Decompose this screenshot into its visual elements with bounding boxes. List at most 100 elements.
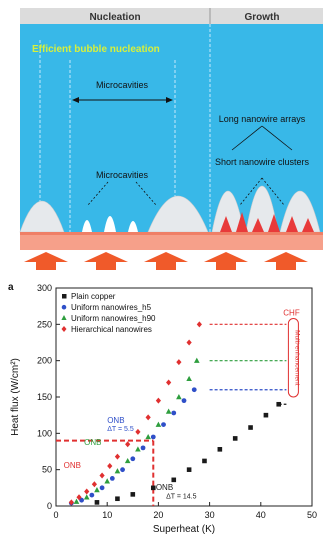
short-nanowire-clusters bbox=[220, 212, 314, 232]
data-point-uniform-h5 bbox=[120, 467, 125, 473]
data-point-hierarchical bbox=[196, 321, 202, 328]
data-point-uniform-h90 bbox=[104, 478, 110, 484]
y-tick-label: 250 bbox=[37, 319, 52, 329]
y-tick-label: 300 bbox=[37, 283, 52, 293]
x-tick-label: 10 bbox=[102, 510, 112, 520]
y-tick-label: 0 bbox=[47, 501, 52, 511]
data-point-hierarchical bbox=[91, 481, 97, 488]
label-microcavities-low: Microcavities bbox=[96, 170, 149, 180]
legend-label: Plain copper bbox=[71, 292, 116, 301]
data-point-plain-copper bbox=[217, 447, 223, 452]
data-point-hierarchical bbox=[68, 499, 74, 506]
x-axis-label: Superheat (K) bbox=[153, 524, 215, 535]
data-point-uniform-h90 bbox=[94, 487, 100, 493]
data-point-plain-copper bbox=[186, 467, 192, 472]
data-point-hierarchical bbox=[84, 488, 90, 495]
annotation-delta-black: ΔT = 14.5 bbox=[166, 494, 197, 501]
data-point-hierarchical bbox=[107, 463, 113, 470]
data-point-uniform-h5 bbox=[171, 410, 177, 416]
data-point-uniform-h90 bbox=[155, 421, 162, 427]
data-point-plain-copper bbox=[202, 458, 207, 464]
multi-enhancement-bracket bbox=[287, 318, 299, 398]
data-point-uniform-h90 bbox=[145, 433, 151, 440]
data-point-plain-copper bbox=[171, 477, 177, 483]
annotation-chf: CHF bbox=[283, 309, 300, 318]
legend-marker bbox=[61, 315, 67, 320]
heat-input-arrows bbox=[24, 252, 308, 270]
annotation-onb-black: ONB bbox=[156, 483, 173, 492]
data-point-uniform-h90 bbox=[194, 357, 200, 363]
label-long-nanowire-arrays: Long nanowire arrays bbox=[219, 114, 306, 124]
microcavity-bubbles bbox=[82, 216, 138, 232]
x-tick-label: 30 bbox=[205, 510, 215, 520]
legend-marker bbox=[61, 304, 67, 310]
y-tick-label: 150 bbox=[37, 392, 52, 402]
data-point-hierarchical bbox=[125, 441, 131, 448]
header-nucleation: Nucleation bbox=[89, 12, 140, 23]
data-point-uniform-h5 bbox=[99, 485, 105, 491]
x-tick-label: 40 bbox=[256, 510, 266, 520]
subtitle-efficient-nucleation: Efficient bubble nucleation bbox=[32, 44, 160, 55]
annotation-onb-blue: ONB bbox=[107, 416, 124, 425]
data-point-hierarchical bbox=[135, 428, 141, 435]
data-point-plain-copper bbox=[263, 412, 269, 418]
annotation-onb-red: ONB bbox=[64, 461, 81, 470]
data-point-uniform-h90 bbox=[165, 408, 172, 414]
header-bar bbox=[20, 8, 323, 24]
data-point-plain-copper bbox=[150, 485, 156, 491]
data-point-hierarchical bbox=[176, 359, 182, 366]
data-point-hierarchical bbox=[155, 397, 161, 404]
data-point-uniform-h5 bbox=[150, 434, 156, 440]
y-tick-label: 50 bbox=[42, 465, 52, 475]
nanowire-domes-left bbox=[19, 195, 209, 233]
data-point-uniform-h5 bbox=[140, 445, 146, 451]
data-point-uniform-h5 bbox=[79, 497, 84, 503]
annotation-delta-blue: ΔT = 5.5 bbox=[107, 426, 134, 433]
header-growth: Growth bbox=[245, 12, 280, 23]
data-point-plain-copper bbox=[130, 492, 136, 497]
label-microcavities-top: Microcavities bbox=[96, 80, 149, 90]
data-point-uniform-h90 bbox=[124, 457, 131, 464]
legend-label: Hierarchical nanowires bbox=[71, 325, 152, 334]
x-tick-label: 50 bbox=[307, 510, 317, 520]
legend-marker bbox=[62, 294, 67, 299]
data-point-plain-copper bbox=[248, 425, 253, 430]
annotation-onb-green: ONB bbox=[84, 438, 101, 447]
legend-label: Uniform nanowires_h5 bbox=[71, 303, 152, 312]
legend-label: Uniform nanowires_h90 bbox=[71, 314, 156, 323]
data-point-uniform-h5 bbox=[130, 456, 136, 462]
y-axis-label: Heat flux (W/cm²) bbox=[10, 358, 21, 436]
data-point-uniform-h90 bbox=[83, 494, 90, 500]
data-point-uniform-h5 bbox=[181, 398, 187, 404]
heater-surface bbox=[20, 232, 323, 250]
data-point-hierarchical bbox=[186, 339, 192, 346]
data-point-uniform-h90 bbox=[114, 468, 121, 474]
label-short-nanowire-clusters: Short nanowire clusters bbox=[215, 157, 310, 167]
data-point-uniform-h90 bbox=[135, 446, 141, 452]
nucleation-growth-schematic: Nucleation Growth Efficient bubble nucle… bbox=[19, 8, 323, 270]
data-point-hierarchical bbox=[99, 472, 105, 479]
data-point-plain-copper bbox=[232, 436, 238, 441]
data-point-hierarchical bbox=[114, 453, 121, 460]
data-point-uniform-h90 bbox=[176, 394, 182, 400]
x-tick-label: 0 bbox=[53, 510, 58, 520]
data-point-uniform-h5 bbox=[89, 492, 95, 498]
annotation-multi-enhancement: Multi-enhancement bbox=[293, 330, 300, 385]
legend-marker bbox=[61, 326, 67, 332]
heat-flux-chart: a 0 10 20 30 40 50 0 50 100 150 200 250 300 Superheat … bbox=[8, 282, 317, 535]
data-point-plain-copper bbox=[94, 500, 100, 505]
data-point-hierarchical bbox=[76, 494, 82, 501]
data-point-uniform-h5 bbox=[191, 387, 197, 393]
x-tick-label: 20 bbox=[153, 510, 163, 520]
data-point-uniform-h90 bbox=[186, 375, 192, 382]
data-point-uniform-h90 bbox=[73, 498, 80, 504]
data-point-uniform-h5 bbox=[161, 422, 166, 428]
data-point-plain-copper bbox=[276, 401, 282, 407]
y-tick-label: 100 bbox=[37, 428, 52, 438]
data-point-plain-copper bbox=[115, 496, 120, 502]
data-point-hierarchical bbox=[166, 379, 172, 386]
data-point-uniform-h5 bbox=[109, 475, 115, 481]
panel-label: a bbox=[8, 282, 14, 293]
y-tick-label: 200 bbox=[37, 356, 52, 366]
data-point-hierarchical bbox=[145, 414, 151, 421]
